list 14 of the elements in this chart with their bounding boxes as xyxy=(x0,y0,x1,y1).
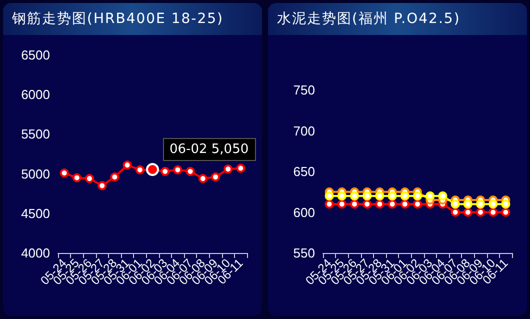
y-tick-label: 6000 xyxy=(21,87,50,102)
annotation: 06-02 5,050 xyxy=(162,138,256,161)
y-tick-label: 650 xyxy=(293,164,315,179)
y-tick-label: 750 xyxy=(293,82,315,98)
y-tick-label: 5000 xyxy=(21,166,50,182)
y-tick-label: 5500 xyxy=(21,126,50,142)
y-tick-label: 4500 xyxy=(21,206,50,221)
y-tick-label: 600 xyxy=(293,204,315,220)
y-tick-label: 700 xyxy=(293,123,315,138)
chart-title: 水泥走势图(福州 P.O42.5) xyxy=(268,3,527,35)
y-tick-label: 4000 xyxy=(21,246,50,260)
y-tick-label: 550 xyxy=(293,246,315,260)
chart-title: 钢筋走势图(HRB400E 18-25) xyxy=(3,3,262,35)
y-tick-label: 6500 xyxy=(21,48,50,62)
